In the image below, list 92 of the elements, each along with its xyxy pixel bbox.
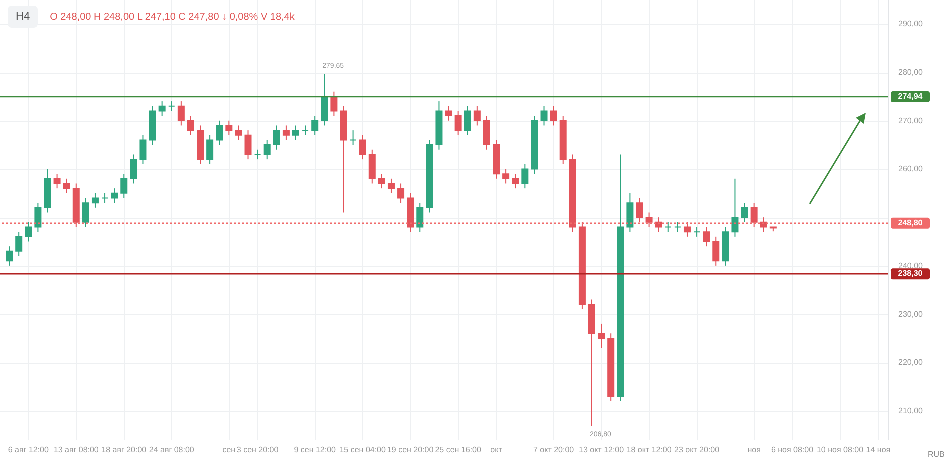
candlestick	[54, 174, 61, 190]
x-tick-label: ноя	[748, 446, 761, 454]
candlestick	[254, 149, 262, 160]
x-tick-label: 25 сен 16:00	[435, 446, 482, 454]
candlestick	[712, 236, 720, 266]
candlestick	[111, 188, 118, 204]
candlestick	[359, 134, 366, 160]
candlestick	[235, 125, 242, 141]
y-tick-label: 280,00	[898, 68, 924, 78]
x-tick-label: окт	[490, 446, 503, 454]
candlestick	[120, 174, 128, 199]
ref-line-label: 274,94	[898, 92, 924, 101]
y-tick-label: 210,00	[898, 406, 924, 416]
candlestick	[187, 116, 194, 136]
y-tick-label: 290,00	[898, 20, 924, 29]
candlestick	[454, 110, 462, 136]
x-tick-label: 13 авг 08:00	[54, 446, 100, 454]
candlestick	[703, 226, 710, 248]
candlestick	[445, 106, 452, 122]
x-tick-label: 18 окт 12:00	[626, 446, 672, 454]
candlestick	[378, 174, 386, 190]
y-tick-label: 260,00	[898, 164, 924, 174]
candlestick	[598, 323, 606, 349]
candlestick	[6, 246, 14, 266]
candlestick	[130, 154, 138, 184]
x-tick-label: 23 окт 20:00	[674, 446, 720, 454]
candlestick	[464, 106, 472, 136]
candlestick	[330, 91, 338, 117]
candlestick	[664, 222, 672, 233]
candlestick	[540, 106, 548, 126]
x-tick-label: 14 ноя	[866, 446, 891, 454]
y-tick-label: 220,00	[898, 358, 924, 368]
candlestick	[302, 125, 310, 136]
text: O 248,00 H 248,00 L 247,10 C 247,80 ↓ 0,08% V 18,4k	[50, 12, 295, 22]
x-tick-label: 6 авг 12:00	[8, 446, 50, 454]
x-tick-label: 15 сен 04:00	[340, 446, 387, 454]
candlestick	[158, 101, 166, 117]
x-tick-label: 7 окт 20:00	[533, 446, 575, 454]
candlestick	[82, 198, 90, 228]
candlestick	[646, 212, 653, 228]
candlestick	[216, 120, 224, 146]
candlestick	[273, 125, 280, 150]
ref-line-label: 238,30	[898, 269, 924, 278]
candlestick	[25, 222, 32, 242]
x-tick-label: 18 авг 20:00	[102, 446, 148, 454]
candlestick	[694, 226, 701, 238]
candlestick	[732, 178, 739, 238]
x-tick-label: 24 авг 08:00	[149, 446, 195, 454]
candlestick	[350, 130, 357, 146]
candlestick	[636, 198, 644, 223]
candlestick	[34, 202, 42, 233]
candlestick	[674, 222, 682, 233]
candlestick	[388, 178, 395, 194]
candlestick	[16, 232, 23, 257]
candlestick	[140, 134, 147, 165]
candlestick	[750, 202, 758, 228]
candlestick	[312, 116, 319, 136]
candlestick	[512, 174, 520, 190]
candlestick	[178, 101, 185, 126]
candlestick	[102, 192, 109, 204]
ref-line-label: 248,80	[898, 218, 924, 228]
candlestick	[264, 140, 271, 160]
candlestick	[416, 202, 424, 233]
y-tick-label: 270,00	[898, 116, 924, 126]
candlestick	[206, 134, 214, 165]
x-tick-label: 10 ноя 08:00	[816, 446, 864, 454]
candlestick	[63, 178, 70, 194]
candlestick	[522, 164, 529, 190]
text: H4	[8, 6, 38, 28]
candlestick	[684, 222, 691, 238]
candlestick	[760, 217, 768, 233]
candlestick	[550, 106, 558, 126]
candlestick	[226, 120, 233, 136]
x-tick-label: 6 ноя 08:00	[771, 446, 814, 454]
candlestick	[398, 183, 405, 204]
y-axis-title: RUB	[928, 450, 945, 459]
candlestick	[92, 192, 99, 208]
candlestick	[244, 130, 252, 160]
x-tick-label: сен	[222, 446, 236, 454]
candlestick	[282, 125, 290, 141]
x-tick-label: 9 сен 12:00	[294, 446, 337, 454]
candlestick	[168, 101, 176, 112]
x-tick-label: 19 сен 20:00	[387, 446, 434, 454]
candlestick	[502, 168, 510, 184]
candlestick	[474, 106, 481, 126]
y-tick-label: 230,00	[898, 310, 924, 319]
y-tick-label: 240,00	[898, 261, 924, 270]
candlestick	[655, 217, 662, 233]
candlestick	[741, 202, 748, 223]
candlestick	[292, 125, 300, 141]
x-tick-label: 13 окт 12:00	[579, 446, 625, 454]
x-tick-label: 3 сен 20:00	[236, 446, 280, 454]
